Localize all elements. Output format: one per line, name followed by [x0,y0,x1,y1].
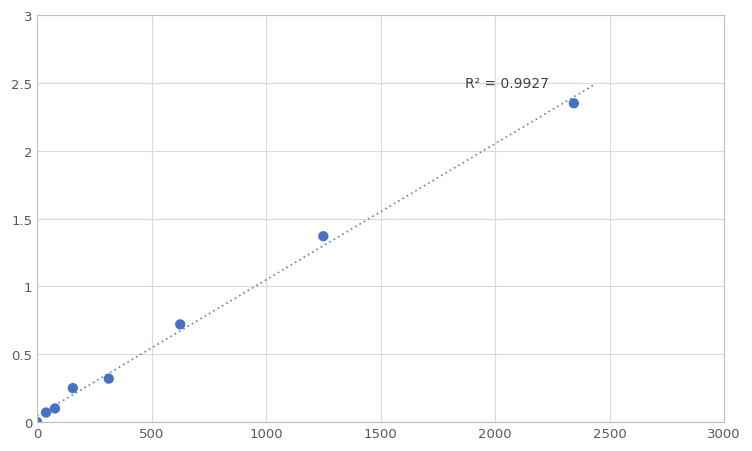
Point [174,321,186,328]
Text: R² = 0.9927: R² = 0.9927 [465,77,549,91]
Point [317,233,329,240]
Point [31,419,43,426]
Point [49,405,61,412]
Point [568,101,580,108]
Point [40,409,52,416]
Point [67,385,79,392]
Point [103,375,115,382]
